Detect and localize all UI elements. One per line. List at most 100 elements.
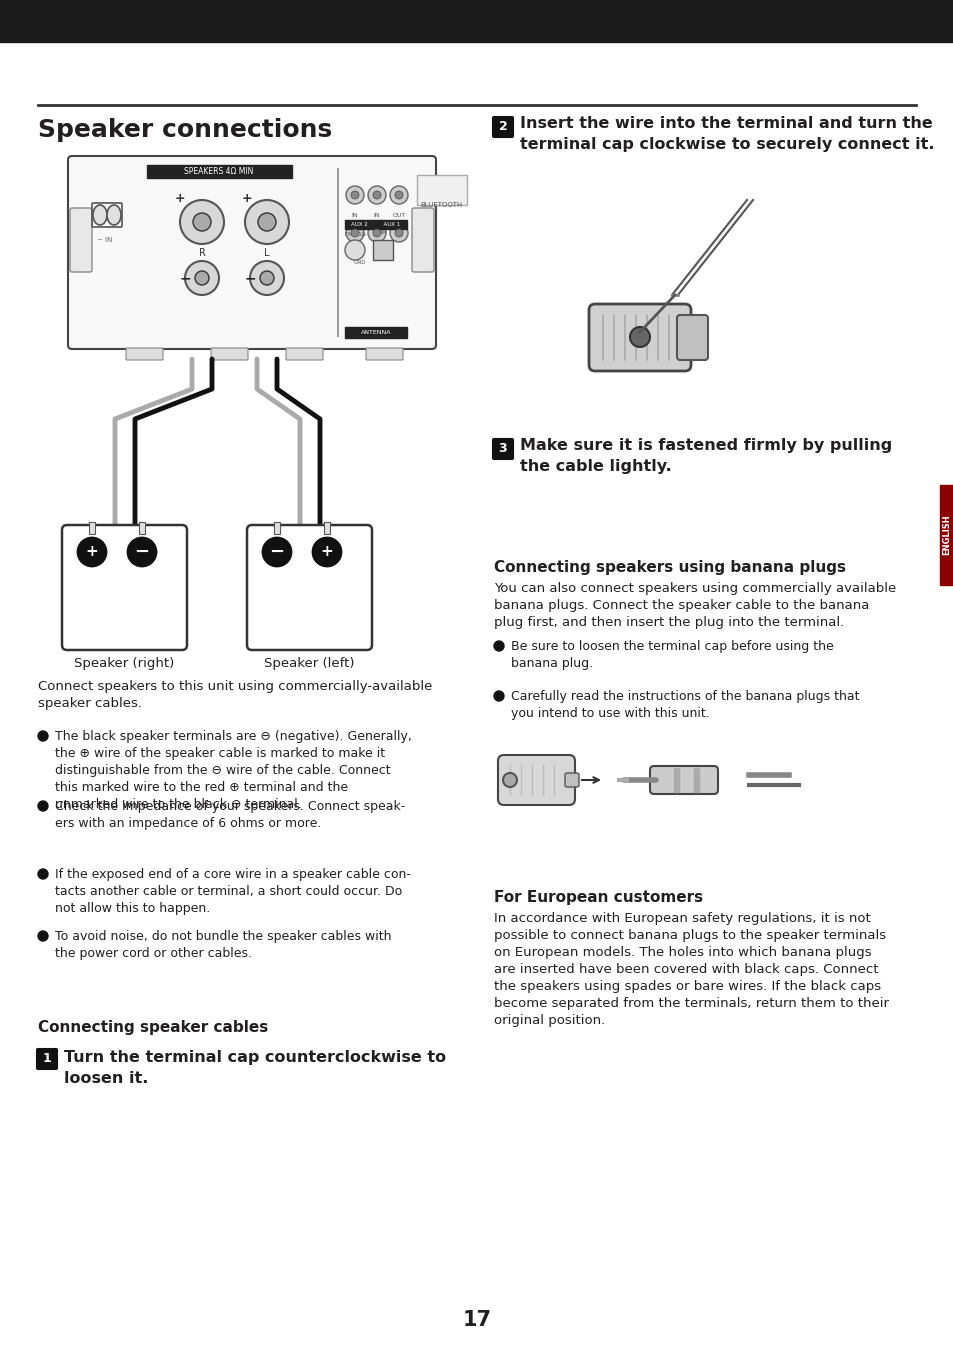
Text: If the exposed end of a core wire in a speaker cable con-
tacts another cable or: If the exposed end of a core wire in a s… (55, 868, 411, 915)
Text: IN: IN (352, 213, 358, 218)
Bar (274, 522, 280, 534)
Circle shape (390, 224, 408, 243)
Circle shape (346, 224, 364, 243)
Circle shape (502, 772, 517, 787)
Text: BLUETOOTH: BLUETOOTH (420, 202, 462, 208)
Circle shape (346, 186, 364, 204)
Text: Connecting speakers using banana plugs: Connecting speakers using banana plugs (494, 559, 845, 576)
Circle shape (345, 240, 365, 260)
Text: FM 75Ω: FM 75Ω (344, 232, 365, 237)
FancyBboxPatch shape (247, 524, 372, 650)
FancyBboxPatch shape (126, 348, 163, 360)
FancyBboxPatch shape (649, 766, 718, 794)
FancyBboxPatch shape (493, 117, 513, 137)
Circle shape (38, 869, 48, 879)
Circle shape (38, 801, 48, 811)
Text: To avoid noise, do not bundle the speaker cables with
the power cord or other ca: To avoid noise, do not bundle the speake… (55, 930, 391, 960)
Text: −: − (244, 271, 255, 284)
FancyBboxPatch shape (497, 755, 575, 805)
Text: Connect speakers to this unit using commercially-available
speaker cables.: Connect speakers to this unit using comm… (38, 679, 432, 710)
Circle shape (263, 538, 291, 566)
Text: ~ IN: ~ IN (97, 237, 112, 243)
Text: Check the impedance of your speakers. Connect speak-
ers with an impedance of 6 : Check the impedance of your speakers. Co… (55, 799, 405, 830)
Text: −: − (179, 271, 191, 284)
Text: Be sure to loosen the terminal cap before using the
banana plug.: Be sure to loosen the terminal cap befor… (511, 640, 833, 670)
Bar (939, 485, 953, 585)
Circle shape (245, 200, 289, 244)
Bar (336, 168, 338, 337)
Circle shape (351, 191, 358, 200)
Bar (147, 164, 292, 178)
Bar (416, 175, 467, 205)
Circle shape (395, 229, 402, 237)
FancyBboxPatch shape (588, 305, 690, 371)
Text: Make sure it is fastened firmly by pulling
the cable lightly.: Make sure it is fastened firmly by pulli… (519, 438, 891, 474)
Circle shape (250, 262, 284, 295)
FancyBboxPatch shape (37, 1049, 57, 1069)
Text: +: + (320, 545, 333, 559)
Text: 1: 1 (43, 1053, 51, 1065)
Text: +: + (241, 191, 252, 205)
Text: Speaker (left): Speaker (left) (264, 656, 355, 670)
Text: +: + (174, 191, 185, 205)
Circle shape (395, 191, 402, 200)
FancyBboxPatch shape (62, 524, 187, 650)
Circle shape (390, 186, 408, 204)
Circle shape (351, 229, 358, 237)
Circle shape (313, 538, 340, 566)
FancyBboxPatch shape (211, 348, 248, 360)
Text: −: − (134, 543, 150, 561)
Text: AM: AM (378, 231, 387, 235)
FancyBboxPatch shape (493, 439, 513, 460)
Circle shape (257, 213, 275, 231)
Circle shape (260, 271, 274, 284)
FancyBboxPatch shape (564, 772, 578, 787)
Text: GND: GND (354, 260, 366, 266)
Bar (693, 768, 699, 793)
FancyBboxPatch shape (286, 348, 323, 360)
Text: L: L (264, 248, 270, 257)
FancyBboxPatch shape (70, 208, 91, 272)
Circle shape (373, 229, 380, 237)
FancyBboxPatch shape (366, 348, 402, 360)
Text: 17: 17 (462, 1310, 491, 1330)
Text: ANTENNA: ANTENNA (360, 330, 391, 336)
Text: IN: IN (374, 213, 380, 218)
Text: The black speaker terminals are ⊖ (negative). Generally,
the ⊕ wire of the speak: The black speaker terminals are ⊖ (negat… (55, 731, 412, 811)
Text: Speaker connections: Speaker connections (38, 119, 332, 142)
Bar (324, 522, 330, 534)
Circle shape (494, 642, 503, 651)
Bar (0, 0, 953, 42)
Text: You can also connect speakers using commercially available
banana plugs. Connect: You can also connect speakers using comm… (494, 582, 895, 630)
Text: 3: 3 (498, 442, 507, 456)
Ellipse shape (107, 205, 121, 225)
Text: Connecting speaker cables: Connecting speaker cables (38, 1020, 268, 1035)
FancyBboxPatch shape (68, 156, 436, 349)
Circle shape (193, 213, 211, 231)
Ellipse shape (92, 205, 107, 225)
Text: In accordance with European safety regulations, it is not
possible to connect ba: In accordance with European safety regul… (494, 913, 888, 1027)
Text: For European customers: For European customers (494, 890, 702, 905)
Bar (100, 205, 113, 225)
Bar (345, 220, 407, 229)
Text: OUT: OUT (392, 213, 405, 218)
Circle shape (368, 224, 386, 243)
Text: −: − (269, 543, 284, 561)
Circle shape (128, 538, 156, 566)
Text: R: R (198, 248, 205, 257)
Circle shape (629, 328, 649, 346)
Text: Speaker (right): Speaker (right) (74, 656, 174, 670)
Bar (89, 522, 95, 534)
Circle shape (38, 931, 48, 941)
Circle shape (38, 731, 48, 741)
Circle shape (78, 538, 106, 566)
Text: Turn the terminal cap counterclockwise to
loosen it.: Turn the terminal cap counterclockwise t… (64, 1050, 446, 1086)
Circle shape (373, 191, 380, 200)
Bar (673, 768, 679, 793)
Circle shape (494, 692, 503, 701)
Text: ENGLISH: ENGLISH (942, 515, 950, 555)
Text: AUX 2         AUX 1: AUX 2 AUX 1 (351, 222, 400, 228)
FancyBboxPatch shape (677, 315, 707, 360)
Circle shape (194, 271, 209, 284)
Circle shape (180, 200, 224, 244)
